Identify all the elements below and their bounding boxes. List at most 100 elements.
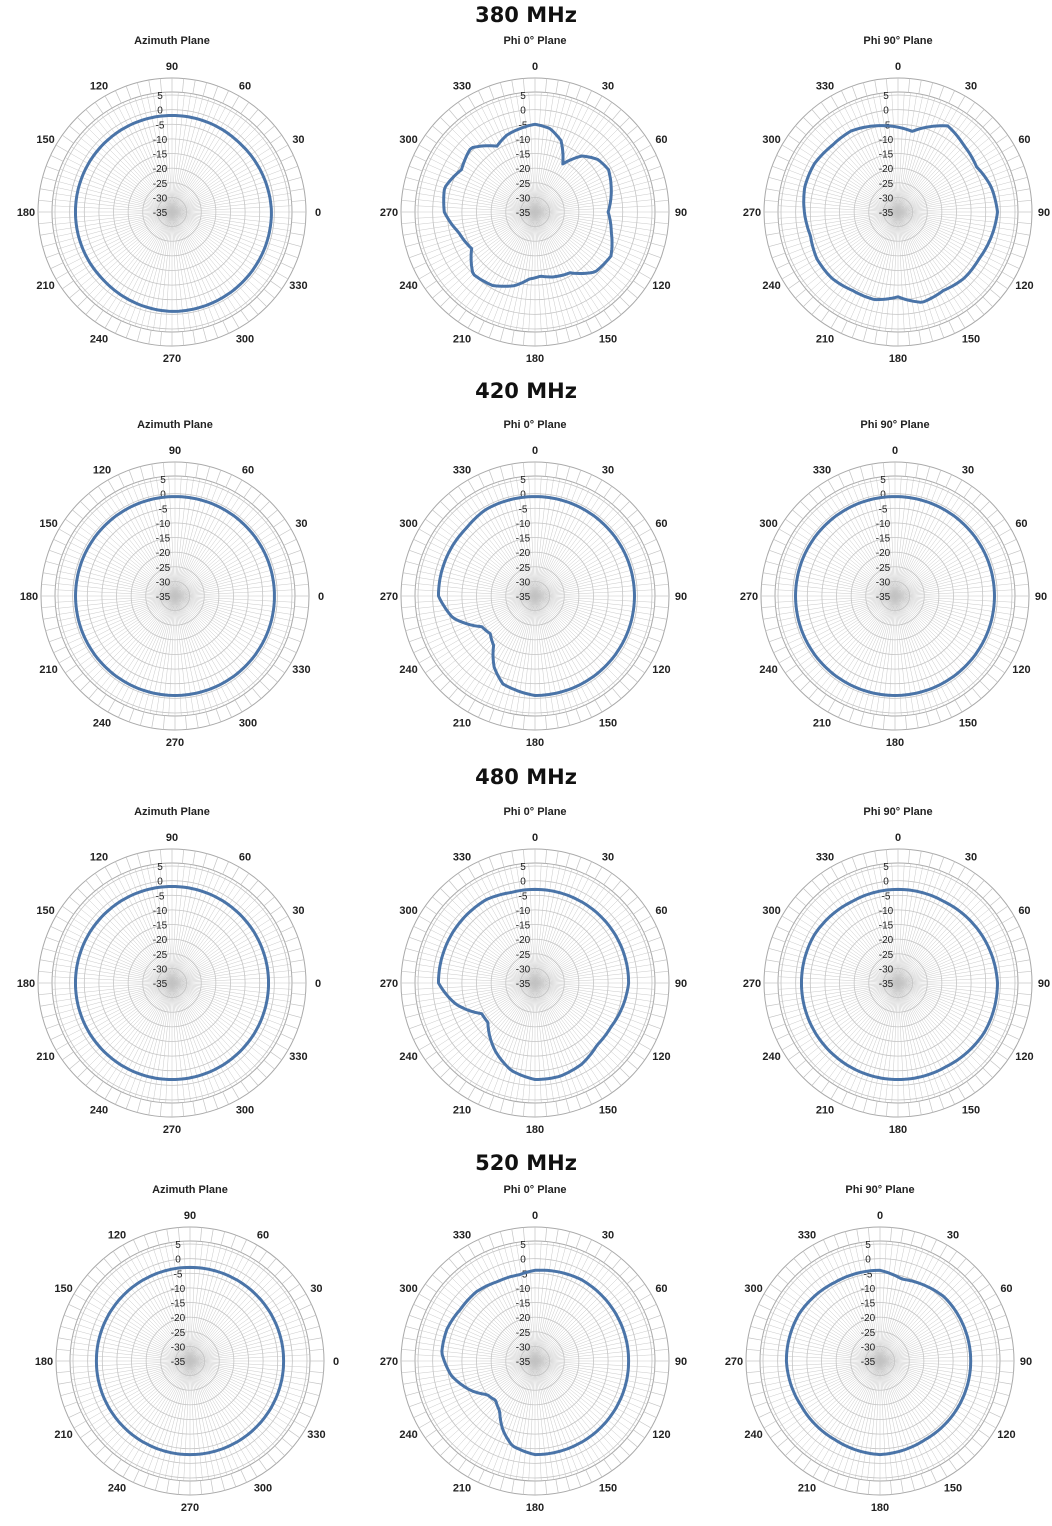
radial-tick-label: -35 (153, 208, 168, 219)
angle-tick-label: 240 (399, 664, 417, 676)
radial-tick-label: -20 (516, 1313, 531, 1324)
angle-tick-label: 240 (399, 1051, 417, 1063)
angle-tick-label: 90 (169, 445, 181, 457)
angle-tick-label: 300 (744, 1283, 762, 1295)
angle-tick-label: 150 (599, 717, 617, 729)
angle-tick-label: 330 (453, 465, 471, 477)
angle-tick-label: 300 (239, 717, 257, 729)
angle-tick-label: 30 (602, 465, 614, 477)
angle-tick-label: 90 (675, 591, 687, 603)
angle-tick-label: 150 (36, 134, 54, 146)
radial-tick-label: -30 (153, 964, 168, 975)
radial-tick-label: -30 (153, 193, 168, 204)
angle-tick-label: 0 (333, 1356, 339, 1368)
radial-tick-label: 0 (157, 106, 163, 117)
angle-tick-label: 150 (39, 518, 57, 530)
angle-tick-label: 330 (289, 1051, 307, 1063)
angle-tick-label: 330 (453, 1230, 471, 1242)
angle-tick-label: 150 (599, 1482, 617, 1494)
radial-tick-label: -25 (516, 950, 531, 961)
angle-tick-label: 300 (399, 134, 417, 146)
angle-tick-label: 180 (17, 978, 35, 990)
radial-tick-label: -30 (879, 964, 894, 975)
polar-chart-svg: Azimuth Plane 5 0 -5 -10 -15 -20 -25 -30 -35 0 30 60… (35, 1184, 339, 1514)
radial-tick-label: 0 (520, 106, 526, 117)
radial-tick-label: 5 (157, 862, 163, 873)
radial-tick-label: -10 (876, 519, 891, 530)
angle-tick-label: 240 (762, 1051, 780, 1063)
angle-tick-label: 210 (453, 717, 471, 729)
radial-tick-label: -25 (153, 179, 168, 190)
polar-chart-svg: Phi 90° Plane 5 0 -5 -10 -15 -20 -25 -30 -35 0 30 60… (725, 1184, 1032, 1514)
angle-tick-label: 90 (184, 1210, 196, 1222)
angle-tick-label: 180 (526, 353, 544, 365)
polar-chart: Phi 0° Plane 5 0 -5 -10 -15 -20 -25 -30 -35 0 30 60 9… (370, 27, 700, 377)
polar-chart: Phi 0° Plane 5 0 -5 -10 -15 -20 -25 -30 -35 0 30 60 9… (370, 411, 700, 761)
angle-tick-label: 30 (310, 1283, 322, 1295)
angle-tick-label: 300 (399, 1283, 417, 1295)
radial-tick-label: 0 (880, 490, 886, 501)
band-title-420: 420 MHz (475, 379, 577, 403)
radial-tick-label: 0 (520, 490, 526, 501)
polar-chart: Phi 90° Plane 5 0 -5 -10 -15 -20 -25 -30 -35 0 30 60… (730, 411, 1052, 761)
angle-tick-label: 180 (17, 207, 35, 219)
angle-tick-label: 240 (762, 280, 780, 292)
radial-tick-label: -25 (171, 1328, 186, 1339)
angle-tick-label: 330 (816, 81, 834, 93)
angle-tick-label: 240 (93, 717, 111, 729)
angle-tick-label: 150 (599, 333, 617, 345)
angle-tick-label: 0 (315, 978, 321, 990)
polar-chart-svg: Phi 0° Plane 5 0 -5 -10 -15 -20 -25 -30 -35 0 30 60 9… (380, 35, 687, 365)
radial-tick-label: -5 (174, 1269, 183, 1280)
angle-tick-label: 150 (959, 717, 977, 729)
angle-tick-label: 180 (526, 737, 544, 749)
polar-grid (400, 77, 670, 347)
angle-tick-label: 0 (532, 445, 538, 457)
polar-chart: Phi 90° Plane 5 0 -5 -10 -15 -20 -25 -30 -35 0 30 60… (733, 798, 1052, 1148)
chart-title: Phi 90° Plane (845, 1184, 914, 1196)
polar-grid (760, 461, 1030, 731)
polar-grid (37, 77, 307, 347)
radial-tick-label: -25 (879, 950, 894, 961)
angle-tick-label: 60 (242, 465, 254, 477)
angle-tick-label: 210 (453, 1482, 471, 1494)
angle-tick-label: 300 (399, 905, 417, 917)
radial-tick-label: -35 (516, 592, 531, 603)
angle-tick-label: 60 (655, 905, 667, 917)
radial-tick-label: -25 (876, 563, 891, 574)
radiation-pattern-trace (437, 495, 636, 697)
radial-tick-label: -15 (171, 1299, 186, 1310)
radiation-pattern-trace (74, 885, 270, 1081)
angle-tick-label: 330 (292, 664, 310, 676)
angle-tick-label: 270 (743, 978, 761, 990)
angle-tick-label: 0 (315, 207, 321, 219)
angle-tick-label: 30 (602, 1230, 614, 1242)
polar-chart: Azimuth Plane 5 0 -5 -10 -15 -20 -25 -30 -35 0 30 60… (7, 27, 337, 377)
radial-tick-label: 5 (883, 91, 889, 102)
radiation-pattern-trace (800, 887, 999, 1081)
angle-tick-label: 60 (1015, 518, 1027, 530)
radial-tick-label: -15 (516, 921, 531, 932)
radiation-pattern-trace (442, 122, 614, 288)
polar-grid (763, 77, 1033, 347)
angle-tick-label: 150 (944, 1482, 962, 1494)
radial-tick-label: -15 (861, 1299, 876, 1310)
chart-title: Azimuth Plane (137, 419, 213, 431)
radial-tick-label: -30 (861, 1342, 876, 1353)
polar-chart-svg: Phi 90° Plane 5 0 -5 -10 -15 -20 -25 -30 -35 0 30 60… (740, 419, 1047, 749)
angle-tick-label: 300 (399, 518, 417, 530)
chart-title: Phi 0° Plane (503, 806, 566, 818)
angle-tick-label: 270 (166, 737, 184, 749)
polar-grid (400, 461, 670, 731)
angle-tick-label: 330 (307, 1429, 325, 1441)
polar-grid (40, 461, 310, 731)
radial-tick-label: 0 (883, 106, 889, 117)
chart-title: Azimuth Plane (134, 806, 210, 818)
angle-tick-label: 210 (36, 1051, 54, 1063)
radial-tick-label: 5 (157, 91, 163, 102)
radiation-pattern-trace (94, 1265, 286, 1457)
radial-tick-label: 0 (157, 877, 163, 888)
radial-tick-label: -5 (864, 1269, 873, 1280)
angle-tick-label: 0 (895, 832, 901, 844)
angle-tick-label: 30 (965, 852, 977, 864)
